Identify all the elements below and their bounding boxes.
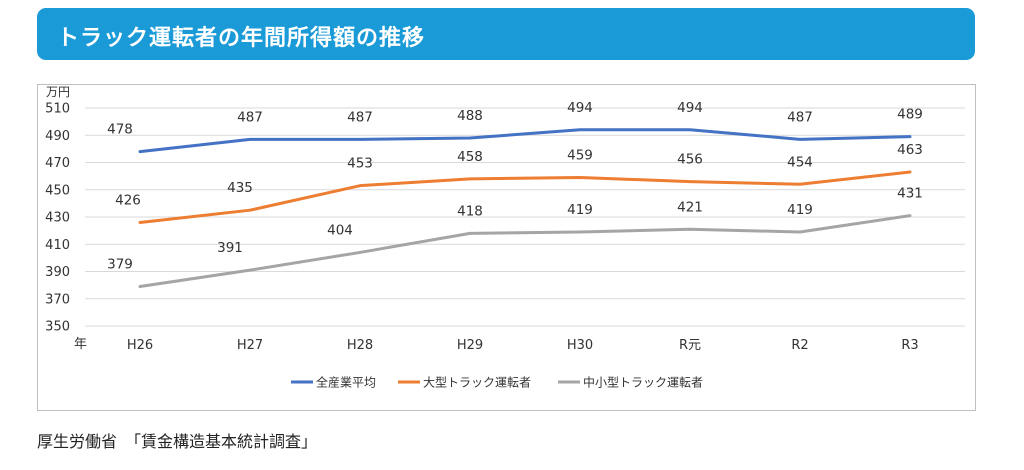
data-label: 489 [897,107,923,123]
y-tick-label: 410 [45,238,70,253]
data-label: 391 [217,240,243,256]
data-label: 463 [897,142,923,158]
x-tick-label: R元 [679,338,701,353]
data-label: 419 [787,202,813,218]
x-tick-label: R3 [901,338,918,353]
y-tick-label: 510 [45,102,70,117]
series-line [138,170,912,224]
data-label: 431 [897,186,923,202]
data-label: 454 [787,154,813,170]
y-tick-label: 390 [45,265,70,280]
x-unit-label: 年 [74,337,87,352]
source-note: 厚生労働省 「賃金構造基本統計調査」 [37,432,318,451]
data-label: 487 [237,109,263,125]
legend-label: 大型トラック運転者 [423,376,531,390]
data-label: 488 [457,108,483,124]
y-tick-label: 350 [45,320,70,335]
data-label: 459 [567,147,593,163]
data-label: 419 [567,202,593,218]
y-tick-label: 490 [45,129,70,144]
data-label: 435 [227,180,253,196]
data-label: 458 [457,149,483,165]
data-label: 456 [677,152,703,168]
x-tick-label: H26 [127,338,153,353]
data-label: 421 [677,199,703,215]
legend-label: 中小型トラック運転者 [583,375,703,390]
data-label: 478 [107,122,133,138]
data-label: 453 [347,156,373,172]
data-label: 487 [787,109,813,125]
y-unit-label: 万円 [46,85,70,99]
data-label: 494 [567,100,593,116]
series-line [138,128,912,154]
y-tick-label: 450 [45,183,70,198]
data-label: 379 [107,256,133,272]
title-banner: トラック運転者の年間所得額の推移 [37,8,975,60]
data-label: 487 [347,109,373,125]
series-line [138,214,912,288]
data-label: 418 [457,203,483,219]
data-label: 494 [677,100,703,116]
y-tick-label: 430 [45,211,70,226]
y-tick-label: 470 [45,156,70,171]
y-tick-label: 370 [45,292,70,307]
x-tick-label: H30 [567,338,593,353]
x-tick-label: H27 [237,338,263,353]
data-label: 404 [327,222,353,238]
x-tick-label: R2 [791,338,808,353]
data-label: 426 [115,192,141,208]
x-tick-label: H28 [347,338,373,353]
legend-label: 全産業平均 [316,375,376,390]
x-tick-label: H29 [457,338,483,353]
page-title: トラック運転者の年間所得額の推移 [57,26,426,51]
